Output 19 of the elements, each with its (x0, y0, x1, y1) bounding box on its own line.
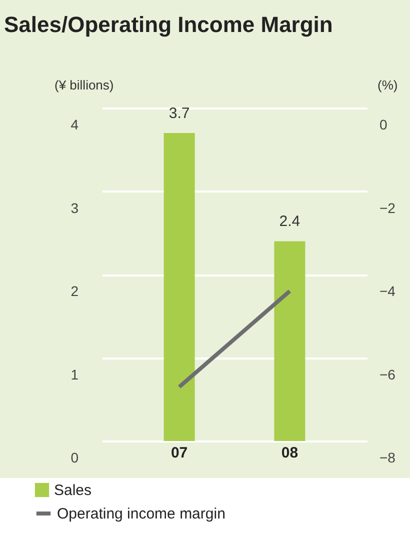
x-tick-label: 08 (281, 444, 298, 462)
y-tick-label: 2 (70, 283, 79, 299)
legend-label: Operating income margin (57, 506, 226, 522)
y2-tick-label: −2 (380, 200, 396, 216)
y2-tick-label: −8 (380, 450, 396, 466)
y2-tick-label: −6 (380, 366, 396, 382)
chart-title: Sales/Operating Income Margin (4, 12, 333, 37)
y2-tick-label: 0 (380, 116, 388, 132)
data-label: 3.7 (168, 104, 190, 122)
y-tick-label: 0 (70, 450, 79, 466)
y-axis-title: (¥ billions) (54, 78, 114, 92)
legend-label: Sales (54, 482, 92, 499)
y2-axis-title: (%) (378, 78, 398, 92)
x-tick-label: 07 (170, 444, 188, 462)
data-label: 2.4 (279, 213, 300, 230)
y2-tick-label: −4 (380, 283, 396, 299)
y-tick-label: 4 (70, 116, 79, 132)
y-tick-label: 3 (70, 200, 79, 216)
y-tick-label: 1 (70, 366, 79, 382)
